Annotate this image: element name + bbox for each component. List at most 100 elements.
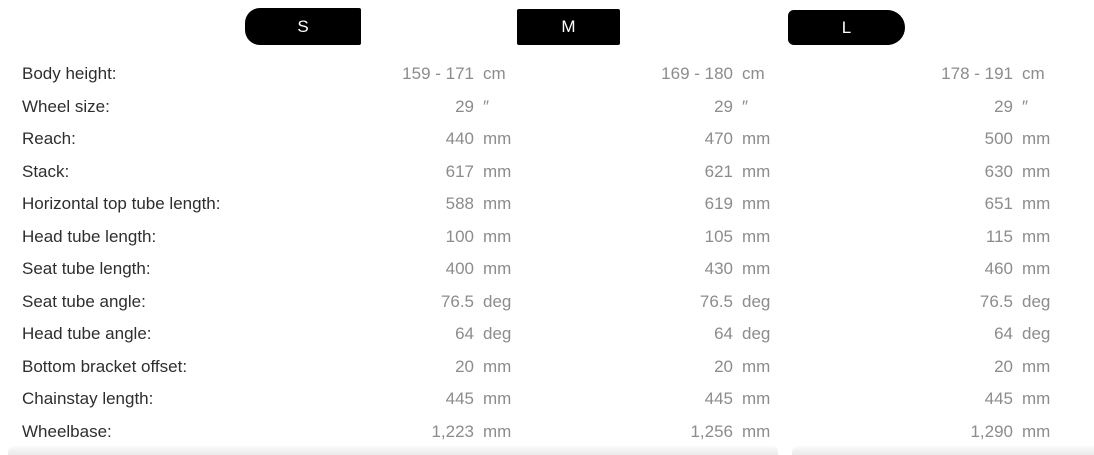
spec-unit-s: mm: [483, 129, 512, 149]
spec-unit-s: mm: [483, 389, 512, 409]
spec-value-s: 64: [455, 324, 474, 344]
spec-row: Horizontal top tube length: 588 mm 619 m…: [0, 188, 1094, 221]
spec-value-l: 1,290: [970, 421, 1013, 441]
spec-unit-m: mm: [742, 226, 771, 246]
section-divider-right: [792, 446, 1094, 455]
spec-unit-l: mm: [1022, 161, 1051, 181]
size-tab-l[interactable]: L: [788, 10, 905, 45]
size-tab-m[interactable]: M: [517, 9, 620, 45]
spec-unit-l: mm: [1022, 194, 1051, 214]
spec-value-m: 619: [704, 194, 733, 214]
spec-unit-l: deg: [1022, 324, 1051, 344]
spec-value-l: 178 - 191: [941, 64, 1013, 84]
spec-unit-s: mm: [483, 421, 512, 441]
spec-unit-s: mm: [483, 356, 512, 376]
spec-unit-l: mm: [1022, 389, 1051, 409]
spec-unit-s: deg: [483, 324, 512, 344]
spec-label: Head tube angle:: [22, 324, 152, 344]
spec-value-m: 1,256: [690, 421, 733, 441]
spec-unit-m: mm: [742, 161, 771, 181]
spec-value-s: 445: [445, 389, 474, 409]
spec-label: Chainstay length:: [22, 389, 154, 409]
spec-value-s: 76.5: [440, 291, 474, 311]
spec-label: Wheelbase:: [22, 421, 112, 441]
spec-rows: Body height: 159 - 171 cm 169 - 180 cm 1…: [0, 58, 1094, 448]
spec-unit-s: mm: [483, 259, 512, 279]
spec-row: Wheelbase: 1,223 mm 1,256 mm 1,290 mm: [0, 416, 1094, 449]
spec-label: Wheel size:: [22, 96, 110, 116]
section-divider-left: [8, 446, 778, 455]
spec-label: Head tube length:: [22, 226, 157, 246]
spec-row: Head tube length: 100 mm 105 mm 115 mm: [0, 221, 1094, 254]
spec-unit-s: mm: [483, 194, 512, 214]
spec-unit-s: deg: [483, 291, 512, 311]
spec-value-m: 430: [704, 259, 733, 279]
spec-value-m: 445: [704, 389, 733, 409]
spec-unit-m: mm: [742, 389, 771, 409]
spec-unit-s: mm: [483, 161, 512, 181]
spec-unit-m: ″: [742, 96, 749, 116]
spec-unit-m: mm: [742, 356, 771, 376]
spec-value-m: 20: [714, 356, 733, 376]
spec-unit-m: mm: [742, 194, 771, 214]
spec-value-l: 76.5: [979, 291, 1013, 311]
spec-row: Stack: 617 mm 621 mm 630 mm: [0, 156, 1094, 189]
spec-value-s: 1,223: [431, 421, 474, 441]
spec-value-s: 617: [445, 161, 474, 181]
spec-unit-l: mm: [1022, 129, 1051, 149]
spec-unit-l: mm: [1022, 421, 1051, 441]
spec-label: Seat tube length:: [22, 259, 151, 279]
spec-unit-l: mm: [1022, 259, 1051, 279]
spec-value-s: 159 - 171: [402, 64, 474, 84]
spec-label: Horizontal top tube length:: [22, 194, 221, 214]
spec-value-m: 105: [704, 226, 733, 246]
spec-value-m: 621: [704, 161, 733, 181]
spec-unit-m: cm: [742, 64, 765, 84]
spec-unit-m: deg: [742, 324, 771, 344]
spec-value-s: 29: [455, 96, 474, 116]
spec-row: Reach: 440 mm 470 mm 500 mm: [0, 123, 1094, 156]
spec-value-l: 630: [984, 161, 1013, 181]
spec-unit-l: ″: [1022, 96, 1029, 116]
spec-value-l: 115: [985, 226, 1013, 246]
spec-unit-l: mm: [1022, 356, 1051, 376]
spec-value-s: 588: [445, 194, 474, 214]
spec-value-s: 100: [445, 226, 474, 246]
spec-value-l: 29: [994, 96, 1013, 116]
spec-row: Head tube angle: 64 deg 64 deg 64 deg: [0, 318, 1094, 351]
spec-label: Reach:: [22, 129, 76, 149]
size-tab-s[interactable]: S: [245, 8, 361, 45]
spec-unit-m: mm: [742, 259, 771, 279]
spec-value-m: 76.5: [699, 291, 733, 311]
spec-value-m: 169 - 180: [661, 64, 733, 84]
spec-value-l: 500: [984, 129, 1013, 149]
spec-value-m: 470: [704, 129, 733, 149]
spec-value-l: 64: [994, 324, 1013, 344]
spec-unit-m: mm: [742, 129, 771, 149]
spec-row: Seat tube angle: 76.5 deg 76.5 deg 76.5 …: [0, 286, 1094, 319]
spec-row: Wheel size: 29 ″ 29 ″ 29 ″: [0, 91, 1094, 124]
spec-unit-s: mm: [483, 226, 512, 246]
spec-value-s: 20: [455, 356, 474, 376]
spec-value-s: 440: [445, 129, 474, 149]
spec-unit-l: cm: [1022, 64, 1045, 84]
spec-label: Stack:: [22, 161, 70, 181]
spec-row: Body height: 159 - 171 cm 169 - 180 cm 1…: [0, 58, 1094, 91]
spec-label: Seat tube angle:: [22, 291, 146, 311]
spec-unit-s: cm: [483, 64, 506, 84]
spec-row: Chainstay length: 445 mm 445 mm 445 mm: [0, 383, 1094, 416]
spec-value-l: 445: [984, 389, 1013, 409]
spec-value-s: 400: [445, 259, 474, 279]
spec-unit-l: mm: [1022, 226, 1051, 246]
spec-unit-s: ″: [483, 96, 490, 116]
spec-value-l: 20: [994, 356, 1013, 376]
spec-value-l: 651: [984, 194, 1013, 214]
spec-value-l: 460: [984, 259, 1013, 279]
spec-label: Bottom bracket offset:: [22, 356, 188, 376]
spec-value-m: 64: [714, 324, 733, 344]
spec-row: Seat tube length: 400 mm 430 mm 460 mm: [0, 253, 1094, 286]
spec-value-m: 29: [714, 96, 733, 116]
spec-label: Body height:: [22, 64, 117, 84]
spec-unit-l: deg: [1022, 291, 1051, 311]
